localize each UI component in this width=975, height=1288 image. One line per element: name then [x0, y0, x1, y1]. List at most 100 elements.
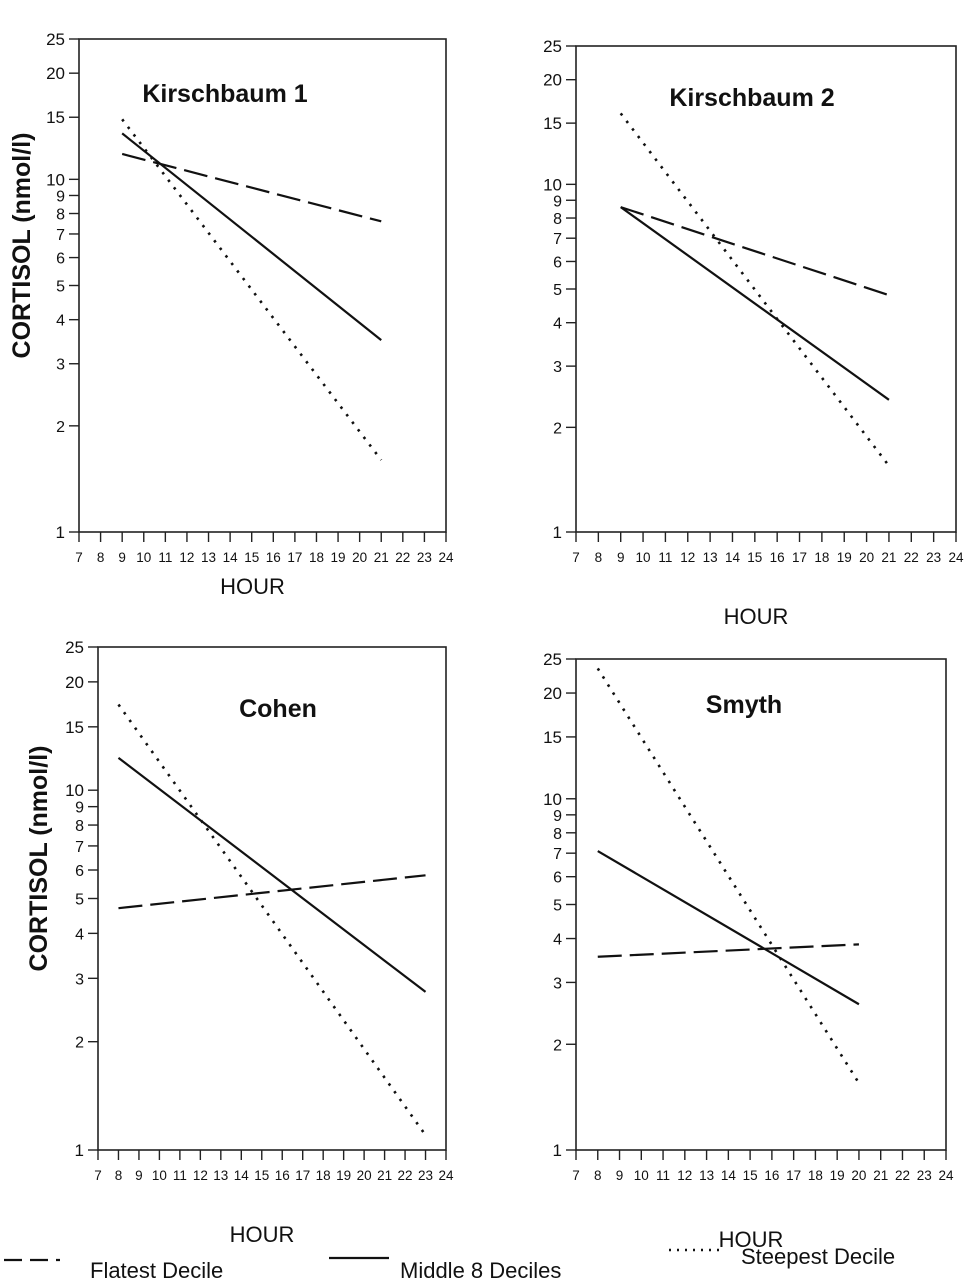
y-tick-label: 1 [553, 523, 562, 542]
x-tick-label: 7 [75, 550, 83, 565]
x-tick-label: 8 [97, 550, 105, 565]
y-tick-label: 6 [553, 870, 562, 887]
x-tick-label: 24 [938, 1168, 954, 1183]
y-tick-label: 7 [75, 839, 84, 856]
x-tick-label: 19 [830, 1168, 845, 1183]
y-axis-label: CORTISOL (nmol/l) [25, 746, 53, 972]
x-axis-label: HOUR [724, 604, 789, 629]
y-tick-label: 20 [46, 64, 65, 83]
x-tick-label: 17 [287, 550, 302, 565]
y-tick-label: 1 [553, 1141, 562, 1160]
x-tick-label: 15 [254, 1168, 269, 1183]
x-tick-label: 14 [721, 1168, 737, 1183]
y-tick-label: 6 [553, 254, 562, 271]
legend-label-middle: Middle 8 Deciles [400, 1258, 562, 1283]
x-tick-label: 13 [699, 1168, 714, 1183]
y-tick-label: 1 [75, 1141, 84, 1160]
x-tick-label: 17 [786, 1168, 801, 1183]
series-line-dotted [619, 112, 890, 467]
y-tick-label: 20 [543, 684, 562, 703]
legend-item-middle: Middle 8 Deciles [325, 1240, 625, 1288]
legend-label-steepest: Steepest Decile [741, 1244, 896, 1269]
y-tick-label: 10 [543, 175, 562, 194]
x-tick-label: 21 [374, 550, 389, 565]
y-tick-label: 3 [553, 359, 562, 376]
y-tick-label: 8 [75, 818, 84, 835]
x-tick-label: 11 [658, 550, 672, 565]
y-tick-label: 9 [75, 800, 84, 817]
x-tick-label: 23 [926, 550, 941, 565]
legend-swatch-solid [329, 1256, 389, 1260]
y-tick-label: 15 [543, 114, 562, 133]
x-tick-label: 17 [295, 1168, 310, 1183]
x-tick-label: 18 [316, 1168, 331, 1183]
y-tick-label: 5 [553, 898, 562, 915]
y-tick-label: 8 [56, 207, 65, 224]
y-tick-label: 5 [553, 282, 562, 299]
y-tick-label: 25 [543, 37, 562, 56]
x-tick-label: 8 [115, 1168, 123, 1183]
x-tick-label: 12 [677, 1168, 692, 1183]
series-line-solid [620, 206, 890, 401]
y-tick-label: 7 [56, 227, 65, 244]
x-tick-label: 9 [617, 550, 625, 565]
x-tick-label: 12 [179, 550, 194, 565]
x-tick-label: 19 [837, 550, 852, 565]
x-tick-label: 14 [725, 550, 741, 565]
x-tick-label: 24 [438, 1168, 454, 1183]
series-line-solid [597, 850, 860, 1006]
series-line-dashed [121, 152, 382, 223]
x-tick-label: 12 [193, 1168, 208, 1183]
y-tick-label: 10 [543, 790, 562, 809]
x-tick-label: 13 [201, 550, 216, 565]
y-tick-label: 8 [553, 826, 562, 843]
y-tick-label: 8 [553, 211, 562, 228]
x-tick-label: 7 [572, 1168, 580, 1183]
chart-title: Kirschbaum 2 [669, 84, 834, 112]
x-tick-label: 11 [158, 550, 172, 565]
plot-frame [575, 45, 957, 533]
x-tick-label: 16 [770, 550, 785, 565]
series-line-dotted [117, 703, 427, 1136]
x-tick-label: 16 [275, 1168, 290, 1183]
y-tick-label: 2 [553, 420, 562, 437]
y-tick-label: 5 [75, 892, 84, 909]
x-tick-label: 14 [234, 1168, 250, 1183]
x-tick-label: 21 [377, 1168, 392, 1183]
x-tick-label: 15 [747, 550, 762, 565]
y-tick-label: 20 [543, 71, 562, 90]
x-tick-label: 22 [398, 1168, 413, 1183]
legend-item-steepest: Steepest Decile [665, 1240, 965, 1288]
x-tick-label: 16 [764, 1168, 779, 1183]
y-tick-label: 2 [75, 1035, 84, 1052]
series-line-dotted [121, 118, 383, 461]
x-tick-label: 10 [152, 1168, 167, 1183]
x-tick-label: 17 [792, 550, 807, 565]
y-tick-label: 4 [553, 316, 562, 333]
plot-frame [575, 658, 947, 1151]
x-tick-label: 10 [136, 550, 151, 565]
x-tick-label: 12 [680, 550, 695, 565]
x-tick-label: 23 [917, 1168, 932, 1183]
y-tick-label: 1 [56, 523, 65, 542]
x-tick-label: 20 [851, 1168, 866, 1183]
x-tick-label: 16 [266, 550, 281, 565]
legend-item-flatest: Flatest Decile [0, 1240, 300, 1288]
y-tick-label: 10 [46, 170, 65, 189]
y-tick-label: 3 [553, 975, 562, 992]
x-axis-label: HOUR [220, 574, 285, 599]
y-tick-label: 5 [56, 279, 65, 296]
x-tick-label: 15 [743, 1168, 758, 1183]
series-line-solid [121, 132, 382, 341]
legend-swatch-dotted [669, 1248, 719, 1252]
y-tick-label: 4 [56, 313, 65, 330]
x-tick-label: 23 [417, 550, 432, 565]
y-tick-label: 9 [56, 188, 65, 205]
x-axis-label: HOUR [230, 1222, 295, 1247]
x-tick-label: 22 [895, 1168, 910, 1183]
x-tick-label: 22 [904, 550, 919, 565]
legend-label-flatest: Flatest Decile [90, 1258, 224, 1283]
x-tick-label: 10 [636, 550, 651, 565]
x-tick-label: 20 [357, 1168, 372, 1183]
chart-title: Kirschbaum 1 [142, 80, 307, 108]
